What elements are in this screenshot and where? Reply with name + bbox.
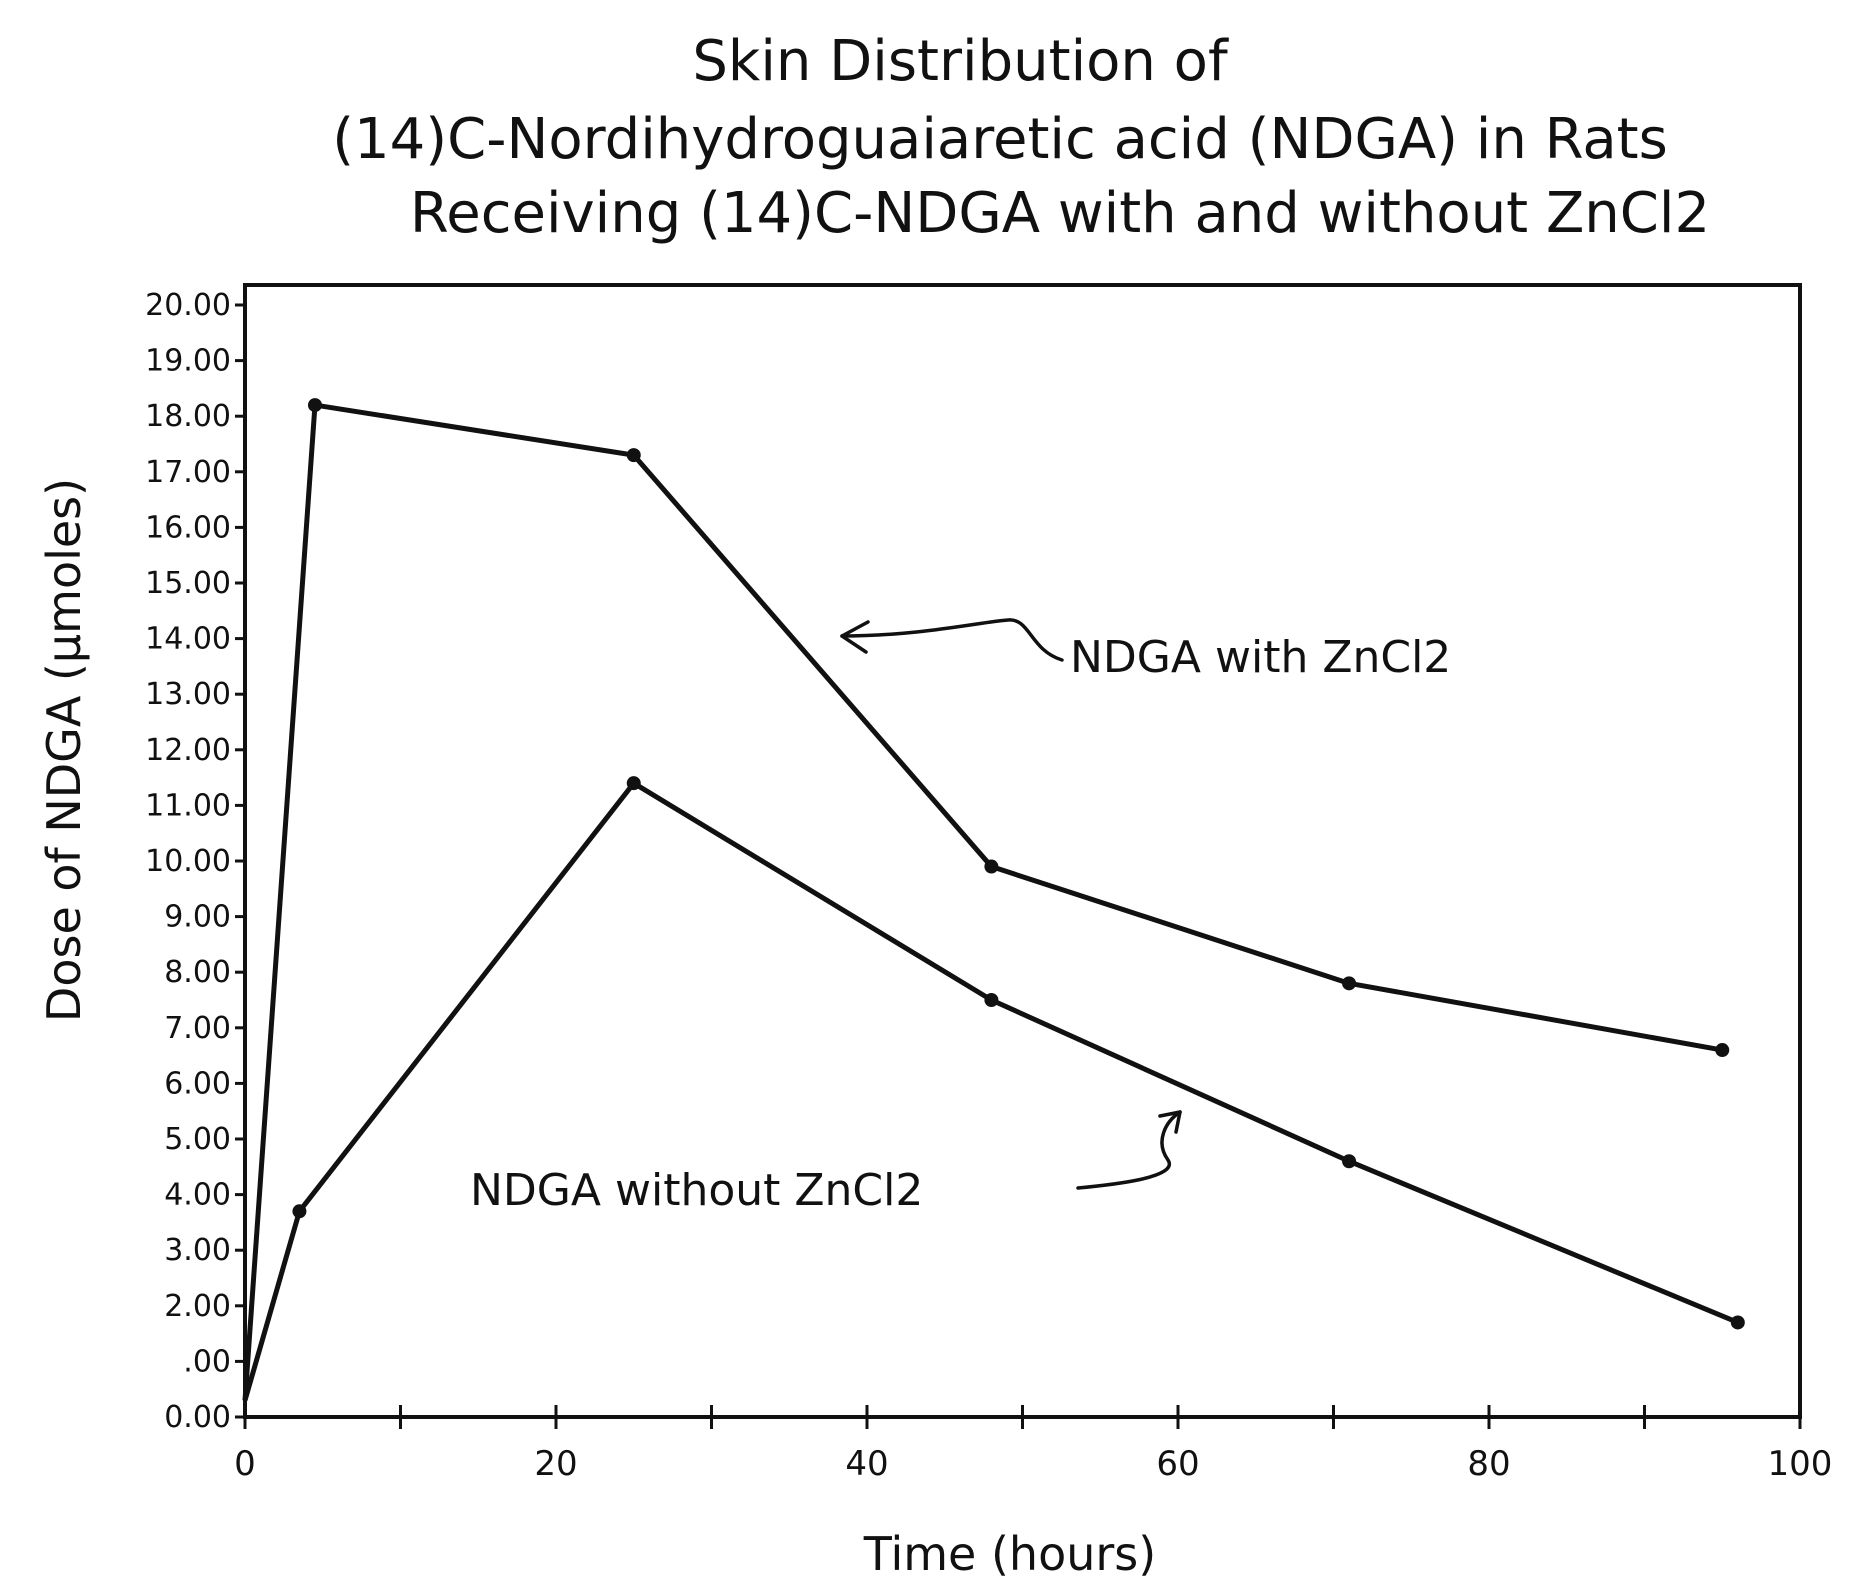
- y-tick-label: 13.00: [145, 677, 231, 712]
- y-tick-label: 6.00: [164, 1066, 231, 1101]
- data-point: [984, 993, 998, 1007]
- y-tick-label: 5.00: [164, 1122, 231, 1157]
- title-line-3: Receiving (14)C-NDGA with and without Zn…: [410, 181, 1710, 246]
- y-tick-label: 2.00: [164, 1289, 231, 1324]
- arrow-without-zncl2: [1078, 1112, 1180, 1188]
- data-point: [1715, 1043, 1729, 1057]
- data-point: [1342, 976, 1356, 990]
- chart-svg: Skin Distribution of (14)C-Nordihydroguai…: [0, 0, 1856, 1588]
- data-point: [984, 860, 998, 874]
- y-tick-label: 15.00: [145, 566, 231, 601]
- y-tick-label: 20.00: [145, 288, 231, 323]
- x-axis-label: Time (hours): [863, 1527, 1156, 1581]
- annotation-with-zncl2: NDGA with ZnCl2: [1070, 632, 1451, 683]
- x-tick-label: 0: [234, 1444, 256, 1484]
- y-tick-label: 8.00: [164, 955, 231, 990]
- series-line-without-zncl2: [245, 783, 1738, 1400]
- y-tick-label: 10.00: [145, 844, 231, 879]
- y-tick-label: 11.00: [145, 788, 231, 823]
- x-tick-label: 60: [1156, 1444, 1199, 1484]
- y-tick-label: 17.00: [145, 455, 231, 490]
- y-tick-label: 16.00: [145, 510, 231, 545]
- y-tick-label: 3.00: [164, 1233, 231, 1268]
- y-tick-label: 19.00: [145, 344, 231, 379]
- y-tick-label: 9.00: [164, 900, 231, 935]
- annotations: NDGA with ZnCl2 NDGA without ZnCl2: [470, 620, 1451, 1216]
- data-point: [1342, 1154, 1356, 1168]
- data-point: [627, 448, 641, 462]
- title-line-1: Skin Distribution of: [692, 29, 1229, 94]
- x-tick-label: 100: [1768, 1444, 1833, 1484]
- x-tick-label: 20: [534, 1444, 577, 1484]
- x-tick-label: 40: [845, 1444, 888, 1484]
- x-tick-label: 80: [1467, 1444, 1510, 1484]
- data-point: [627, 776, 641, 790]
- data-point: [308, 398, 322, 412]
- y-tick-label: 18.00: [145, 399, 231, 434]
- arrow-with-zncl2: [842, 620, 1062, 660]
- y-tick-label: .00: [183, 1344, 231, 1379]
- plot-frame: [245, 285, 1800, 1417]
- series-line-with-zncl2: [245, 405, 1722, 1400]
- data-point: [1731, 1315, 1745, 1329]
- chart-title: Skin Distribution of (14)C-Nordihydroguai…: [332, 29, 1710, 246]
- data-point: [292, 1204, 306, 1218]
- annotation-without-zncl2: NDGA without ZnCl2: [470, 1165, 923, 1216]
- y-axis-ticks: 0.00 .00 2.00 3.00 4.00 5.00 6.00 7.00 8.00 9.00 1…: [145, 288, 246, 1435]
- y-tick-label: 4.00: [164, 1178, 231, 1213]
- y-tick-label: 7.00: [164, 1011, 231, 1046]
- y-tick-label: 0.00: [164, 1400, 231, 1435]
- y-tick-label: 14.00: [145, 622, 231, 657]
- y-tick-label: 12.00: [145, 733, 231, 768]
- series-group: [245, 398, 1745, 1400]
- title-line-2: (14)C-Nordihydroguaiaretic acid (NDGA) i…: [332, 107, 1668, 172]
- y-axis-label: Dose of NDGA (μmoles): [37, 478, 91, 1022]
